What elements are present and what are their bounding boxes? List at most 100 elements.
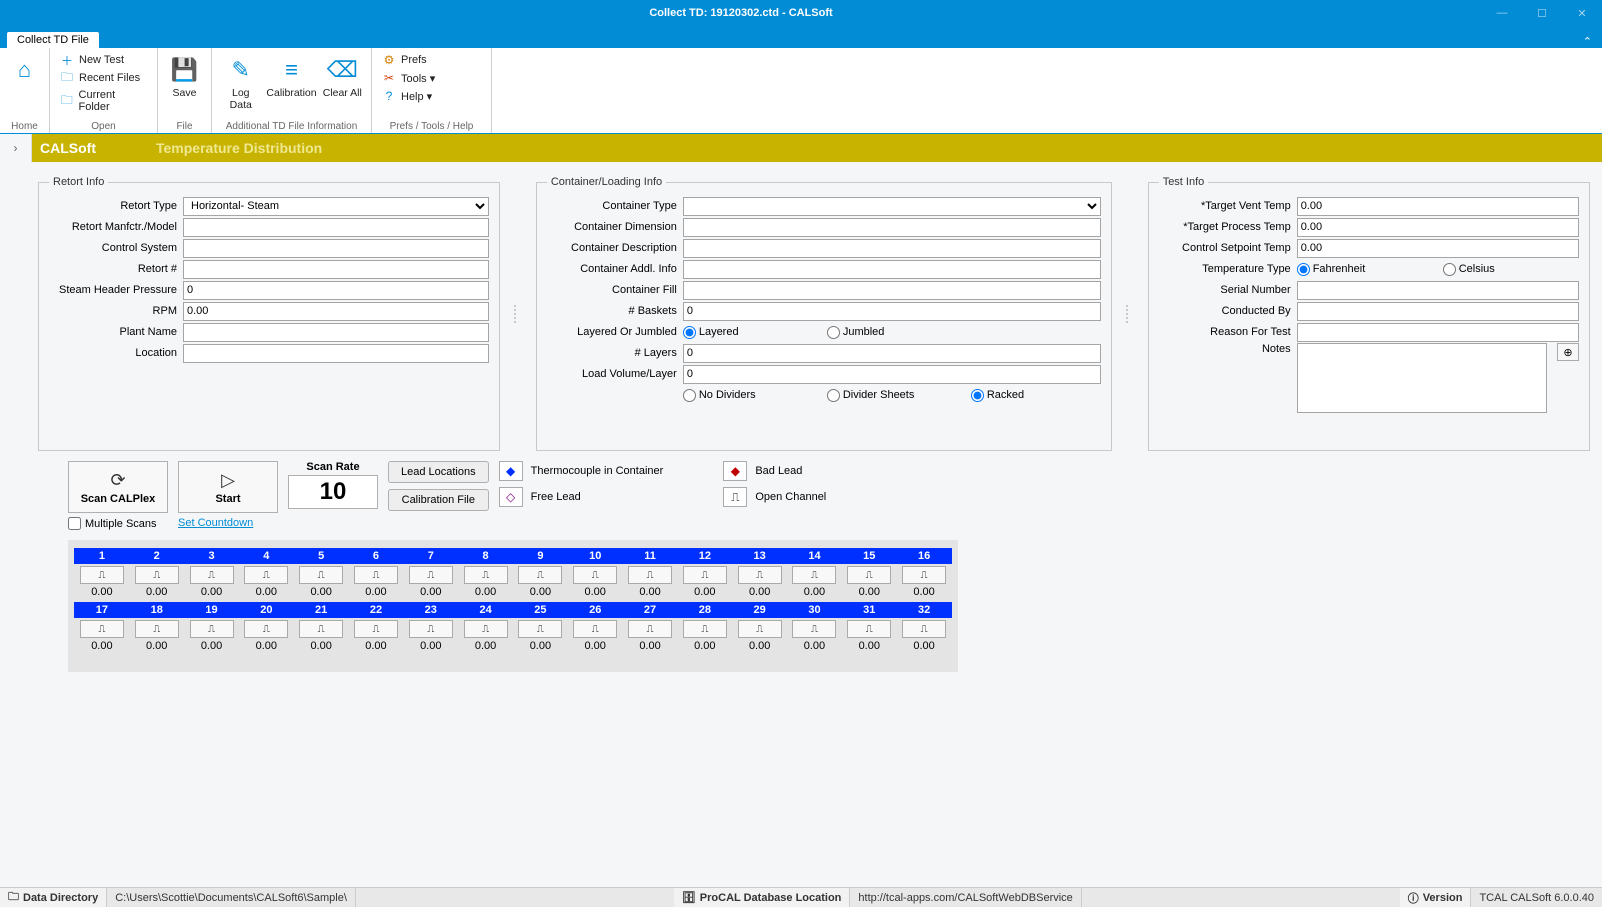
jumbled-radio-label[interactable]: Jumbled [827, 326, 957, 339]
calibration-file-button[interactable]: Calibration File [388, 489, 489, 511]
setpoint-input[interactable] [1297, 239, 1579, 258]
refresh-icon: ⟳ [110, 470, 125, 491]
clear-all-button[interactable]: ⌫Clear All [322, 50, 364, 100]
divsheets-radio-label[interactable]: Divider Sheets [827, 389, 957, 402]
container-desc-input[interactable] [683, 239, 1101, 258]
nodiv-radio[interactable] [683, 389, 696, 402]
channel-slot[interactable]: ⎍ [354, 566, 398, 584]
nav-back-button[interactable]: › [0, 134, 32, 162]
container-fill-input[interactable] [683, 281, 1101, 300]
channel-slot[interactable]: ⎍ [628, 566, 672, 584]
retort-type-select[interactable]: Horizontal- Steam [183, 197, 489, 216]
tab-collect-td-file[interactable]: Collect TD File [6, 31, 100, 48]
channel-slot[interactable]: ⎍ [299, 566, 343, 584]
save-button[interactable]: 💾Save [166, 50, 203, 100]
lvl-input[interactable] [683, 365, 1101, 384]
splitter-grip[interactable] [514, 176, 522, 451]
channel-slot[interactable]: ⎍ [518, 566, 562, 584]
add-note-button[interactable]: ⊕ [1557, 343, 1579, 361]
racked-radio[interactable] [971, 389, 984, 402]
container-dim-input[interactable] [683, 218, 1101, 237]
channel-slot[interactable]: ⎍ [902, 620, 946, 638]
steam-input[interactable] [183, 281, 489, 300]
ribbon-collapse-icon[interactable]: ⌃ [1573, 35, 1602, 48]
retort-mfr-input[interactable] [183, 218, 489, 237]
lead-locations-button[interactable]: Lead Locations [388, 461, 489, 483]
status-procal-button[interactable]: 🗄ProCAL Database Location [674, 888, 851, 907]
channel-slot[interactable]: ⎍ [738, 620, 782, 638]
rpm-input[interactable] [183, 302, 489, 321]
channel-slot[interactable]: ⎍ [80, 566, 124, 584]
nodiv-radio-label[interactable]: No Dividers [683, 389, 813, 402]
channel-slot[interactable]: ⎍ [80, 620, 124, 638]
fahrenheit-radio-label[interactable]: Fahrenheit [1297, 263, 1429, 276]
baskets-input[interactable] [683, 302, 1101, 321]
channel-slot[interactable]: ⎍ [409, 566, 453, 584]
channel-slot[interactable]: ⎍ [354, 620, 398, 638]
channel-slot[interactable]: ⎍ [902, 566, 946, 584]
proc-input[interactable] [1297, 218, 1579, 237]
tools-button[interactable]: ✂Tools ▾ [380, 70, 437, 86]
layered-radio-label[interactable]: Layered [683, 326, 813, 339]
container-type-select[interactable] [683, 197, 1101, 216]
sn-input[interactable] [1297, 281, 1579, 300]
channel-slot[interactable]: ⎍ [135, 566, 179, 584]
set-countdown-link[interactable]: Set Countdown [178, 517, 253, 529]
channel-slot[interactable]: ⎍ [464, 620, 508, 638]
vent-input[interactable] [1297, 197, 1579, 216]
status-version-button[interactable]: ⓘVersion [1400, 888, 1472, 907]
container-addl-input[interactable] [683, 260, 1101, 279]
channel-slot[interactable]: ⎍ [628, 620, 672, 638]
celsius-radio-label[interactable]: Celsius [1443, 263, 1575, 276]
channel-slot[interactable]: ⎍ [244, 620, 288, 638]
channel-slot[interactable]: ⎍ [573, 620, 617, 638]
notes-textarea[interactable] [1297, 343, 1547, 413]
channel-slot[interactable]: ⎍ [409, 620, 453, 638]
channel-slot[interactable]: ⎍ [683, 620, 727, 638]
channel-slot[interactable]: ⎍ [847, 566, 891, 584]
layered-radio[interactable] [683, 326, 696, 339]
channel-slot[interactable]: ⎍ [518, 620, 562, 638]
minimize-button[interactable]: — [1482, 0, 1522, 26]
retort-num-input[interactable] [183, 260, 489, 279]
prefs-button[interactable]: ⚙Prefs [380, 52, 437, 68]
divsheets-radio[interactable] [827, 389, 840, 402]
scan-calplex-button[interactable]: ⟳Scan CALPlex [68, 461, 168, 513]
channel-slot[interactable]: ⎍ [683, 566, 727, 584]
splitter-grip[interactable] [1126, 176, 1134, 451]
status-datadir-button[interactable]: 🗀Data Directory [0, 888, 107, 907]
channel-slot[interactable]: ⎍ [135, 620, 179, 638]
conducted-input[interactable] [1297, 302, 1579, 321]
channel-slot[interactable]: ⎍ [190, 620, 234, 638]
channel-slot[interactable]: ⎍ [464, 566, 508, 584]
channel-slot[interactable]: ⎍ [244, 566, 288, 584]
close-button[interactable]: ✕ [1562, 0, 1602, 26]
home-button[interactable]: ⌂ [8, 50, 41, 86]
channel-slot[interactable]: ⎍ [847, 620, 891, 638]
channel-slot[interactable]: ⎍ [190, 566, 234, 584]
start-button[interactable]: ▷Start [178, 461, 278, 513]
container-dim-label: Container Dimension [547, 221, 677, 233]
channel-slot[interactable]: ⎍ [792, 566, 836, 584]
recent-files-button[interactable]: 🗀Recent Files [58, 70, 149, 86]
calibration-button[interactable]: ≡Calibration [268, 50, 316, 100]
location-input[interactable] [183, 344, 489, 363]
fahrenheit-radio[interactable] [1297, 263, 1310, 276]
channel-slot[interactable]: ⎍ [573, 566, 617, 584]
current-folder-button[interactable]: 🗀Current Folder [58, 88, 149, 114]
help-button[interactable]: ?Help ▾ [380, 88, 437, 104]
new-test-button[interactable]: ＋New Test [58, 52, 149, 68]
channel-slot[interactable]: ⎍ [738, 566, 782, 584]
control-system-input[interactable] [183, 239, 489, 258]
racked-radio-label[interactable]: Racked [971, 389, 1101, 402]
jumbled-radio[interactable] [827, 326, 840, 339]
channel-slot[interactable]: ⎍ [299, 620, 343, 638]
celsius-radio[interactable] [1443, 263, 1456, 276]
layers-input[interactable] [683, 344, 1101, 363]
channel-slot[interactable]: ⎍ [792, 620, 836, 638]
log-data-button[interactable]: ✎Log Data [220, 50, 262, 111]
multiple-scans-checkbox[interactable] [68, 517, 81, 530]
reason-input[interactable] [1297, 323, 1579, 342]
plant-input[interactable] [183, 323, 489, 342]
maximize-button[interactable]: ☐ [1522, 0, 1562, 26]
